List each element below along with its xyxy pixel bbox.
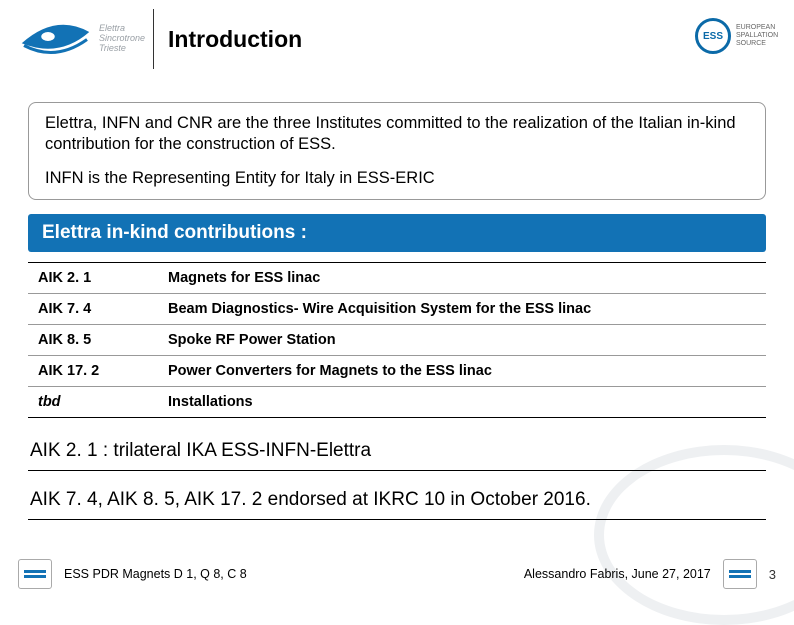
table-row: AIK 7. 4Beam Diagnostics- Wire Acquisiti…: [28, 293, 766, 324]
logo-line-3: Trieste: [99, 44, 145, 54]
table-cell-code: AIK 7. 4: [28, 293, 158, 324]
table-row: AIK 8. 5Spoke RF Power Station: [28, 324, 766, 355]
content-area: Elettra, INFN and CNR are the three Inst…: [0, 102, 794, 520]
footer-badge-right-icon: [723, 559, 757, 589]
contributions-table: AIK 2. 1Magnets for ESS linacAIK 7. 4Bea…: [28, 262, 766, 418]
table-cell-desc: Beam Diagnostics- Wire Acquisition Syste…: [158, 293, 766, 324]
intro-paragraph-1: Elettra, INFN and CNR are the three Inst…: [45, 113, 749, 154]
intro-box: Elettra, INFN and CNR are the three Inst…: [28, 102, 766, 200]
footer-right: Alessandro Fabris, June 27, 2017 3: [524, 559, 776, 589]
statement-2: AIK 7. 4, AIK 8. 5, AIK 17. 2 endorsed a…: [28, 485, 766, 520]
slide-header: Elettra Sincrotrone Trieste Introduction…: [0, 0, 794, 78]
table-row: AIK 17. 2Power Converters for Magnets to…: [28, 355, 766, 386]
page-number: 3: [769, 567, 776, 582]
intro-paragraph-2: INFN is the Representing Entity for Ital…: [45, 168, 749, 189]
elettra-logo-icon: [18, 17, 93, 62]
table-row: AIK 2. 1Magnets for ESS linac: [28, 262, 766, 293]
title-divider: [153, 9, 154, 69]
ess-logo-label: EUROPEAN SPALLATION SOURCE: [736, 24, 776, 47]
table-cell-desc: Spoke RF Power Station: [158, 324, 766, 355]
statement-1: AIK 2. 1 : trilateral IKA ESS-INFN-Elett…: [28, 436, 766, 471]
table-cell-code: AIK 2. 1: [28, 262, 158, 293]
table-cell-desc: Installations: [158, 386, 766, 417]
table-cell-code: tbd: [28, 386, 158, 417]
table-cell-desc: Magnets for ESS linac: [158, 262, 766, 293]
elettra-logo: Elettra Sincrotrone Trieste: [18, 17, 145, 62]
table-cell-code: AIK 8. 5: [28, 324, 158, 355]
elettra-logo-text: Elettra Sincrotrone Trieste: [99, 24, 145, 54]
footer-left-text: ESS PDR Magnets D 1, Q 8, C 8: [64, 567, 247, 581]
table-cell-code: AIK 17. 2: [28, 355, 158, 386]
bottom-bar: ESS PDR Magnets D 1, Q 8, C 8 Alessandro…: [0, 553, 794, 595]
footer-statements: AIK 2. 1 : trilateral IKA ESS-INFN-Elett…: [28, 436, 766, 520]
page-title: Introduction: [168, 26, 302, 53]
ess-logo-icon: ESS: [695, 18, 731, 54]
table-cell-desc: Power Converters for Magnets to the ESS …: [158, 355, 766, 386]
footer-badge-left-icon: [18, 559, 52, 589]
section-header: Elettra in-kind contributions :: [28, 214, 766, 252]
footer-right-text: Alessandro Fabris, June 27, 2017: [524, 567, 711, 581]
table-row: tbdInstallations: [28, 386, 766, 417]
ess-logo: ESS EUROPEAN SPALLATION SOURCE: [695, 18, 776, 54]
